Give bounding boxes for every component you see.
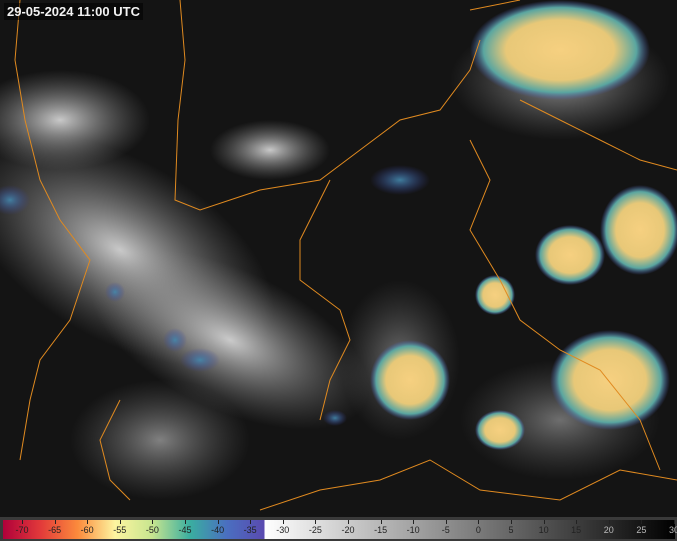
convective-cells xyxy=(0,0,677,450)
colorbar-tick-label: 20 xyxy=(603,525,614,535)
colorbar: -70 -65 -60 -55 -50 -45 -40 -35 -30 -25 -20 -15 -10-… xyxy=(0,517,677,541)
colorbar-tick-label: -55 xyxy=(113,525,127,535)
colorbar-tick-label: -50 xyxy=(145,525,159,535)
colorbar-tick-label: 30 xyxy=(668,525,677,535)
colorbar-tick-label: -30 xyxy=(276,525,290,535)
colorbar-tick xyxy=(380,520,382,524)
colorbar-tick-label: -15 xyxy=(374,525,388,535)
colorbar-tick xyxy=(185,520,186,524)
colorbar-tick xyxy=(250,520,252,524)
timestamp-label: 29-05-2024 11:00 UTC xyxy=(4,3,143,20)
colorbar-tick xyxy=(543,520,545,524)
colorbar-gradient xyxy=(3,520,675,539)
colorbar-tick xyxy=(348,520,349,524)
colorbar-tick xyxy=(641,520,643,524)
colorbar-tick xyxy=(674,520,675,524)
colorbar-tick xyxy=(413,520,415,524)
colorbar-tick xyxy=(576,520,578,524)
colorbar-tick-label: -65 xyxy=(48,525,62,535)
coastlines xyxy=(14,0,677,511)
colorbar-tick xyxy=(54,520,56,524)
colorbar-tick xyxy=(282,520,284,524)
colorbar-tick-label: -5 xyxy=(441,525,450,535)
colorbar-tick-label: -60 xyxy=(80,525,94,535)
colorbar-tick-label: -25 xyxy=(308,525,322,535)
colorbar-tick-label: -45 xyxy=(178,525,192,535)
colorbar-tick-label: -40 xyxy=(211,525,225,535)
colorbar-tick xyxy=(445,520,447,524)
colorbar-tick-label: 5 xyxy=(508,525,514,535)
colorbar-tick xyxy=(478,520,480,524)
colorbar-tick-label: -70 xyxy=(15,525,29,535)
colorbar-tick xyxy=(511,520,512,524)
colorbar-tick-label: 10 xyxy=(538,525,549,535)
colorbar-tick xyxy=(315,520,317,524)
colorbar-tick xyxy=(87,520,89,524)
colorbar-tick-label: -10 xyxy=(406,525,420,535)
colorbar-tick-label: 0 xyxy=(475,525,481,535)
colorbar-tick-label: -35 xyxy=(243,525,257,535)
colorbar-tick-label: 15 xyxy=(571,525,582,535)
colorbar-tick-label: 25 xyxy=(636,525,647,535)
colorbar-tick xyxy=(119,520,121,524)
colorbar-tick xyxy=(152,520,154,524)
colorbar-tick xyxy=(217,520,219,524)
colorbar-tick xyxy=(608,520,610,524)
colorbar-tick xyxy=(22,520,23,524)
colorbar-tick-label: -20 xyxy=(341,525,355,535)
